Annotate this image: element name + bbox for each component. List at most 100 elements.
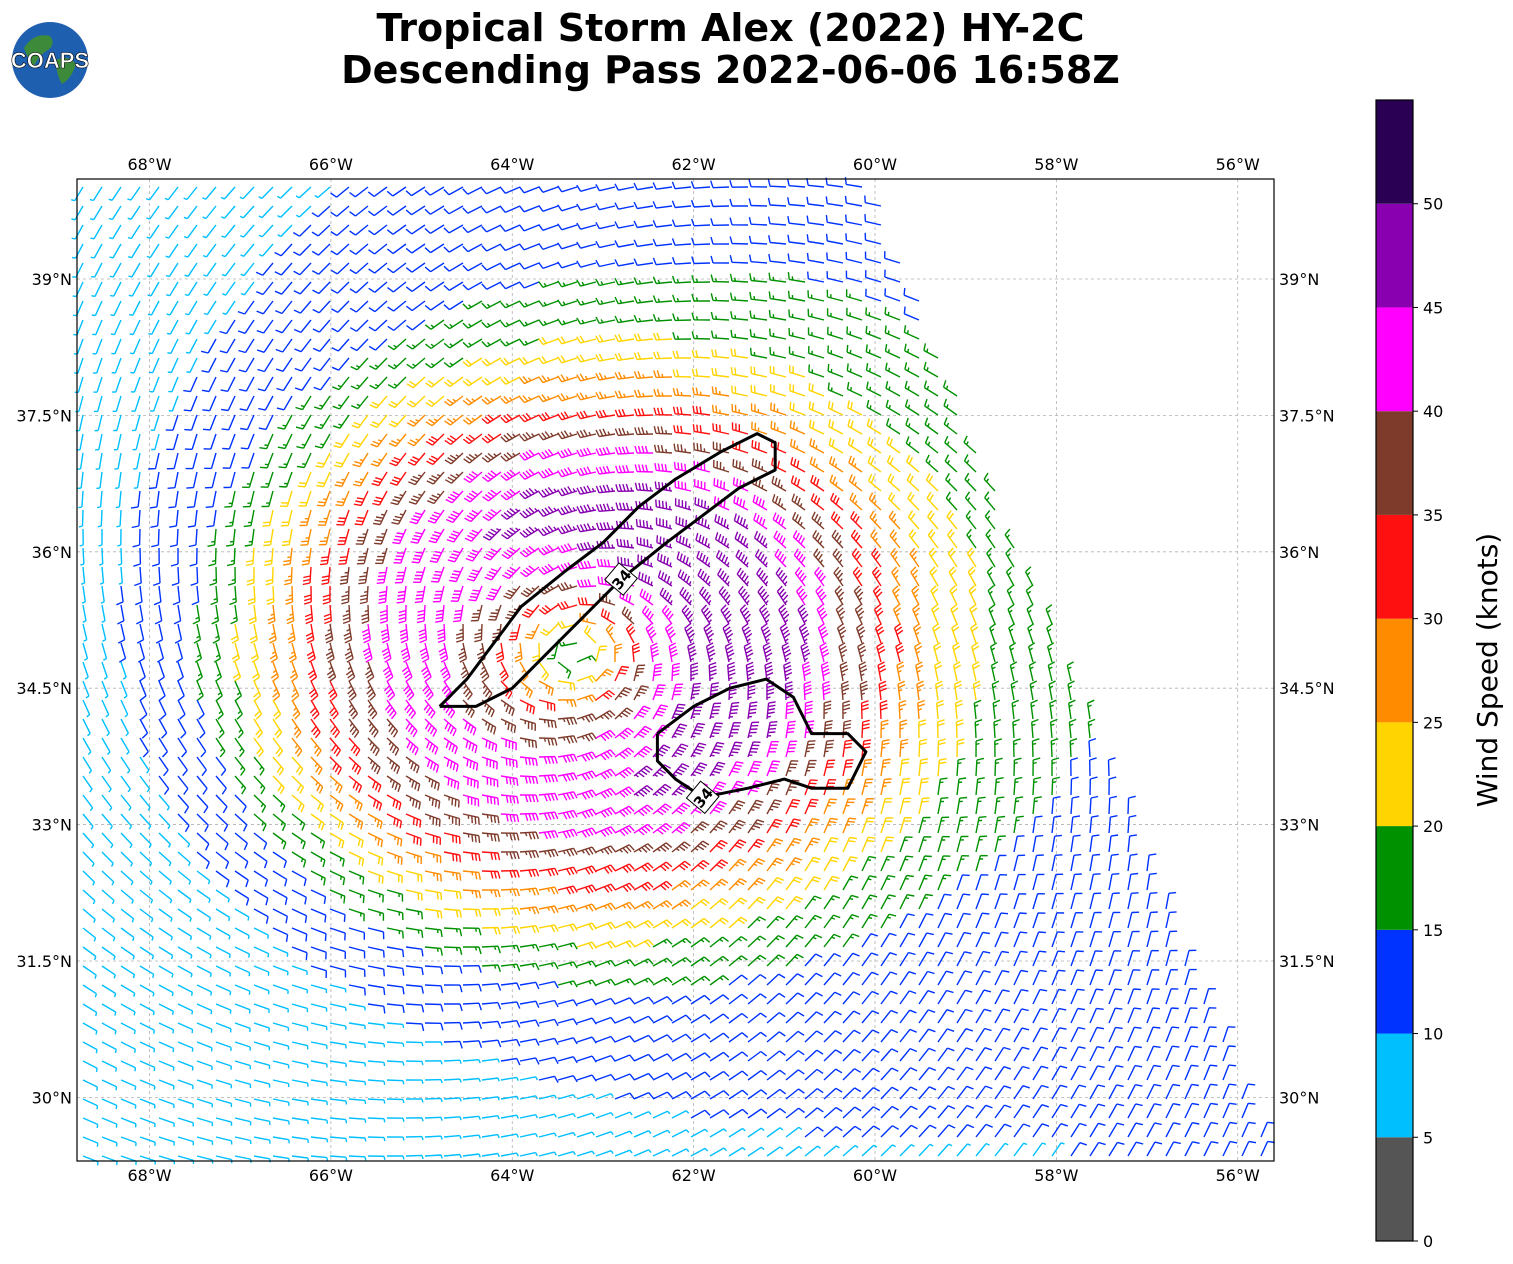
wind-barb bbox=[650, 642, 660, 663]
wind-barb bbox=[750, 384, 768, 397]
wind-barb bbox=[405, 851, 422, 865]
wind-barb bbox=[576, 1055, 597, 1063]
wind-barb bbox=[653, 426, 673, 435]
wind-barb bbox=[767, 178, 787, 188]
wind-barb bbox=[481, 281, 502, 290]
wind-barb bbox=[230, 623, 239, 644]
wind-barb bbox=[117, 623, 126, 644]
wind-barb bbox=[673, 461, 692, 473]
wind-barb bbox=[1146, 1064, 1162, 1081]
wind-34kt-contour bbox=[438, 432, 777, 708]
wind-barb bbox=[444, 433, 464, 445]
wind-barb bbox=[842, 1010, 861, 1024]
wind-barb bbox=[842, 991, 861, 1005]
wind-barb bbox=[975, 950, 991, 967]
wind-barb bbox=[220, 376, 236, 392]
wind-barb bbox=[519, 718, 536, 731]
wind-barb bbox=[1070, 892, 1083, 910]
wind-barb bbox=[1127, 872, 1139, 891]
wind-barb bbox=[595, 184, 616, 192]
wind-barb bbox=[435, 604, 445, 623]
wind-barb bbox=[904, 343, 920, 359]
wind-barb bbox=[576, 335, 597, 344]
wind-barb bbox=[595, 484, 616, 494]
wind-barb bbox=[368, 319, 388, 332]
wind-barb bbox=[167, 471, 179, 489]
wind-barb bbox=[770, 402, 787, 416]
wind-barb bbox=[348, 1079, 367, 1086]
wind-barb bbox=[676, 551, 692, 568]
wind-barb bbox=[1013, 969, 1029, 986]
wind-barb bbox=[714, 514, 730, 530]
wind-barb bbox=[664, 623, 676, 644]
wind-barb bbox=[675, 533, 692, 549]
wind-barb bbox=[728, 955, 748, 967]
wind-barb bbox=[462, 433, 483, 445]
wind-barb bbox=[899, 874, 914, 891]
wind-barb bbox=[110, 300, 122, 317]
wind-barb bbox=[109, 262, 122, 278]
wind-barb bbox=[747, 1050, 768, 1062]
wind-barb bbox=[699, 586, 712, 606]
wind-barb bbox=[710, 199, 730, 208]
wind-barb bbox=[595, 240, 616, 249]
wind-barb bbox=[256, 300, 274, 315]
wind-barb bbox=[139, 832, 152, 848]
wind-barb bbox=[348, 927, 365, 940]
wind-barb bbox=[886, 455, 901, 473]
wind-barb bbox=[285, 585, 294, 605]
wind-barb bbox=[82, 870, 96, 886]
wind-barb bbox=[595, 1150, 614, 1157]
wind-barb bbox=[149, 490, 160, 509]
wind-barb bbox=[348, 1117, 367, 1123]
wind-barb bbox=[388, 414, 407, 428]
wind-barb bbox=[538, 336, 559, 346]
wind-barb bbox=[671, 860, 692, 872]
wind-barb bbox=[1146, 988, 1160, 1005]
wind-barb bbox=[924, 436, 939, 454]
wind-barb bbox=[367, 1041, 386, 1048]
wind-barb bbox=[633, 785, 654, 797]
wind-barb bbox=[291, 1136, 309, 1143]
wind-barb bbox=[310, 946, 327, 960]
wind-barb bbox=[158, 813, 171, 830]
wind-barb bbox=[348, 946, 366, 959]
wind-barb bbox=[918, 855, 932, 872]
wind-barb bbox=[956, 1124, 975, 1138]
wind-barb bbox=[82, 1041, 98, 1054]
wind-barb bbox=[747, 858, 766, 872]
wind-barb bbox=[614, 882, 635, 893]
wind-barb bbox=[215, 718, 225, 739]
wind-barb bbox=[222, 300, 236, 315]
wind-barb bbox=[405, 224, 426, 235]
wind-barb bbox=[291, 1117, 309, 1125]
wind-barb bbox=[462, 775, 479, 789]
wind-barb bbox=[394, 566, 407, 584]
wind-barb bbox=[557, 847, 578, 857]
wind-barb bbox=[291, 1079, 309, 1087]
wind-barb bbox=[994, 893, 1008, 910]
wind-barb bbox=[785, 992, 805, 1005]
wind-barb bbox=[832, 548, 844, 568]
wind-barb bbox=[148, 471, 160, 490]
wind-barb bbox=[975, 912, 990, 929]
wind-barb bbox=[747, 916, 767, 929]
wind-barb bbox=[880, 1048, 899, 1062]
wind-barb bbox=[293, 300, 312, 314]
wind-barb bbox=[576, 541, 597, 551]
wind-barb bbox=[462, 1153, 481, 1158]
wind-barb bbox=[405, 813, 422, 828]
wind-barb bbox=[220, 186, 236, 200]
wind-barb bbox=[310, 965, 327, 979]
wind-barb bbox=[823, 1030, 843, 1043]
wind-barb bbox=[196, 756, 207, 777]
wind-barb bbox=[386, 1136, 405, 1141]
wind-barb bbox=[766, 799, 782, 815]
wind-barb bbox=[1070, 950, 1084, 967]
wind-barb bbox=[481, 813, 500, 824]
wind-barb bbox=[992, 699, 1001, 720]
wind-barb bbox=[1013, 1027, 1030, 1043]
wind-barb bbox=[728, 993, 749, 1005]
wind-barb bbox=[884, 269, 901, 283]
wind-barb bbox=[823, 1049, 843, 1062]
